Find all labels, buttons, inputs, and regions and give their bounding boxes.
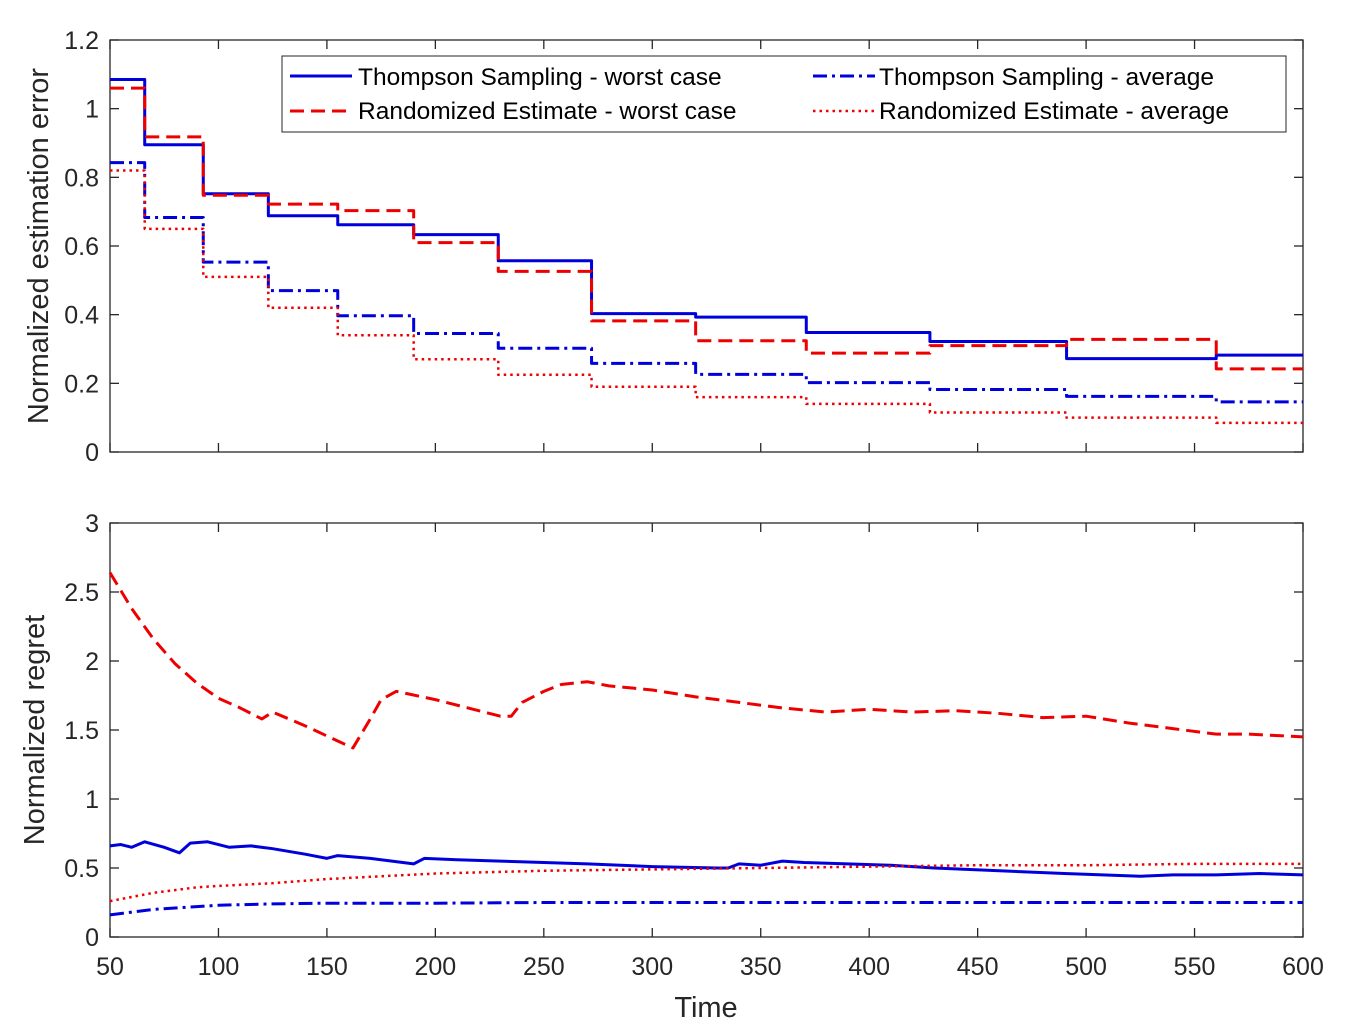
bottom-x-tick-label: 350 [740, 953, 782, 981]
bottom-y-tick-label: 1.5 [64, 717, 99, 745]
bottom-x-tick-label: 150 [306, 953, 348, 981]
top-y-tick-label: 0.2 [64, 370, 99, 398]
top-series-randomized-estimate-average [110, 169, 1303, 425]
bottom-y-tick-label: 2 [85, 648, 99, 676]
legend-box [281, 55, 1287, 133]
legend-entry-ts-worst: Thompson Sampling - worst case [358, 64, 722, 91]
bottom-x-tick-label: 200 [415, 953, 457, 981]
bottom-series-group [108, 571, 1304, 917]
top-y-tick-label: 0.4 [64, 302, 99, 330]
bottom-x-tick-label: 250 [523, 953, 565, 981]
top-y-tick-label: 0.6 [64, 233, 99, 261]
bottom-x-tick-label: 100 [198, 953, 240, 981]
x-axis-label: Time [674, 992, 737, 1024]
bottom-x-tick-label: 50 [96, 953, 124, 981]
top-y-tick-label: 0 [85, 439, 99, 467]
top-y-tick-label: 1.2 [64, 27, 99, 55]
bottom-x-tick-label: 500 [1065, 953, 1107, 981]
bottom-x-tick-label: 400 [848, 953, 890, 981]
bottom-y-tick-label: 0.5 [64, 855, 99, 883]
legend: Thompson Sampling - worst case Thompson … [281, 55, 1287, 133]
bottom-series-randomized-estimate-average [109, 862, 1303, 903]
bottom-series-thompson-sampling-worst-case [109, 840, 1304, 878]
bottom-y-tick-label: 0 [85, 924, 99, 952]
bottom-x-tick-label: 550 [1174, 953, 1216, 981]
top-y-tick-label: 0.8 [64, 164, 99, 192]
bottom-y-tick-label: 2.5 [64, 579, 99, 607]
legend-entry-re-average: Randomized Estimate - average [879, 98, 1229, 125]
regret-panel: 50 100 150 200 250 300 350 400 450 500 550 600 0 0.5 1… [19, 510, 1324, 1024]
bottom-x-tick-label: 450 [957, 953, 999, 981]
bottom-y-tick-label: 3 [85, 510, 99, 538]
bottom-x-tick-label: 600 [1282, 953, 1324, 981]
estimation-error-panel: 0 0.2 0.4 0.6 0.8 1 1.2 Normalized estimation … [23, 27, 1304, 467]
bottom-y-tick-label: 1 [85, 786, 99, 814]
top-axis-ticks: 0 0.2 0.4 0.6 0.8 1 1.2 [64, 27, 1304, 467]
top-y-tick-label: 1 [85, 96, 99, 124]
bottom-axis-ticks: 50 100 150 200 250 300 350 400 450 500 550 600 0 0.5 1… [64, 510, 1324, 981]
bottom-series-randomized-estimate-worst-case [108, 571, 1304, 750]
legend-entry-re-worst: Randomized Estimate - worst case [358, 98, 737, 125]
top-series-group [110, 77, 1303, 425]
bottom-series-thompson-sampling-average [109, 901, 1303, 917]
bottom-x-tick-label: 300 [631, 953, 673, 981]
top-y-axis-label: Normalized estimation error [23, 68, 55, 425]
legend-entry-ts-average: Thompson Sampling - average [879, 64, 1214, 91]
bottom-y-axis-label: Normalized regret [19, 615, 51, 845]
top-series-randomized-estimate-worst-case [110, 86, 1303, 371]
